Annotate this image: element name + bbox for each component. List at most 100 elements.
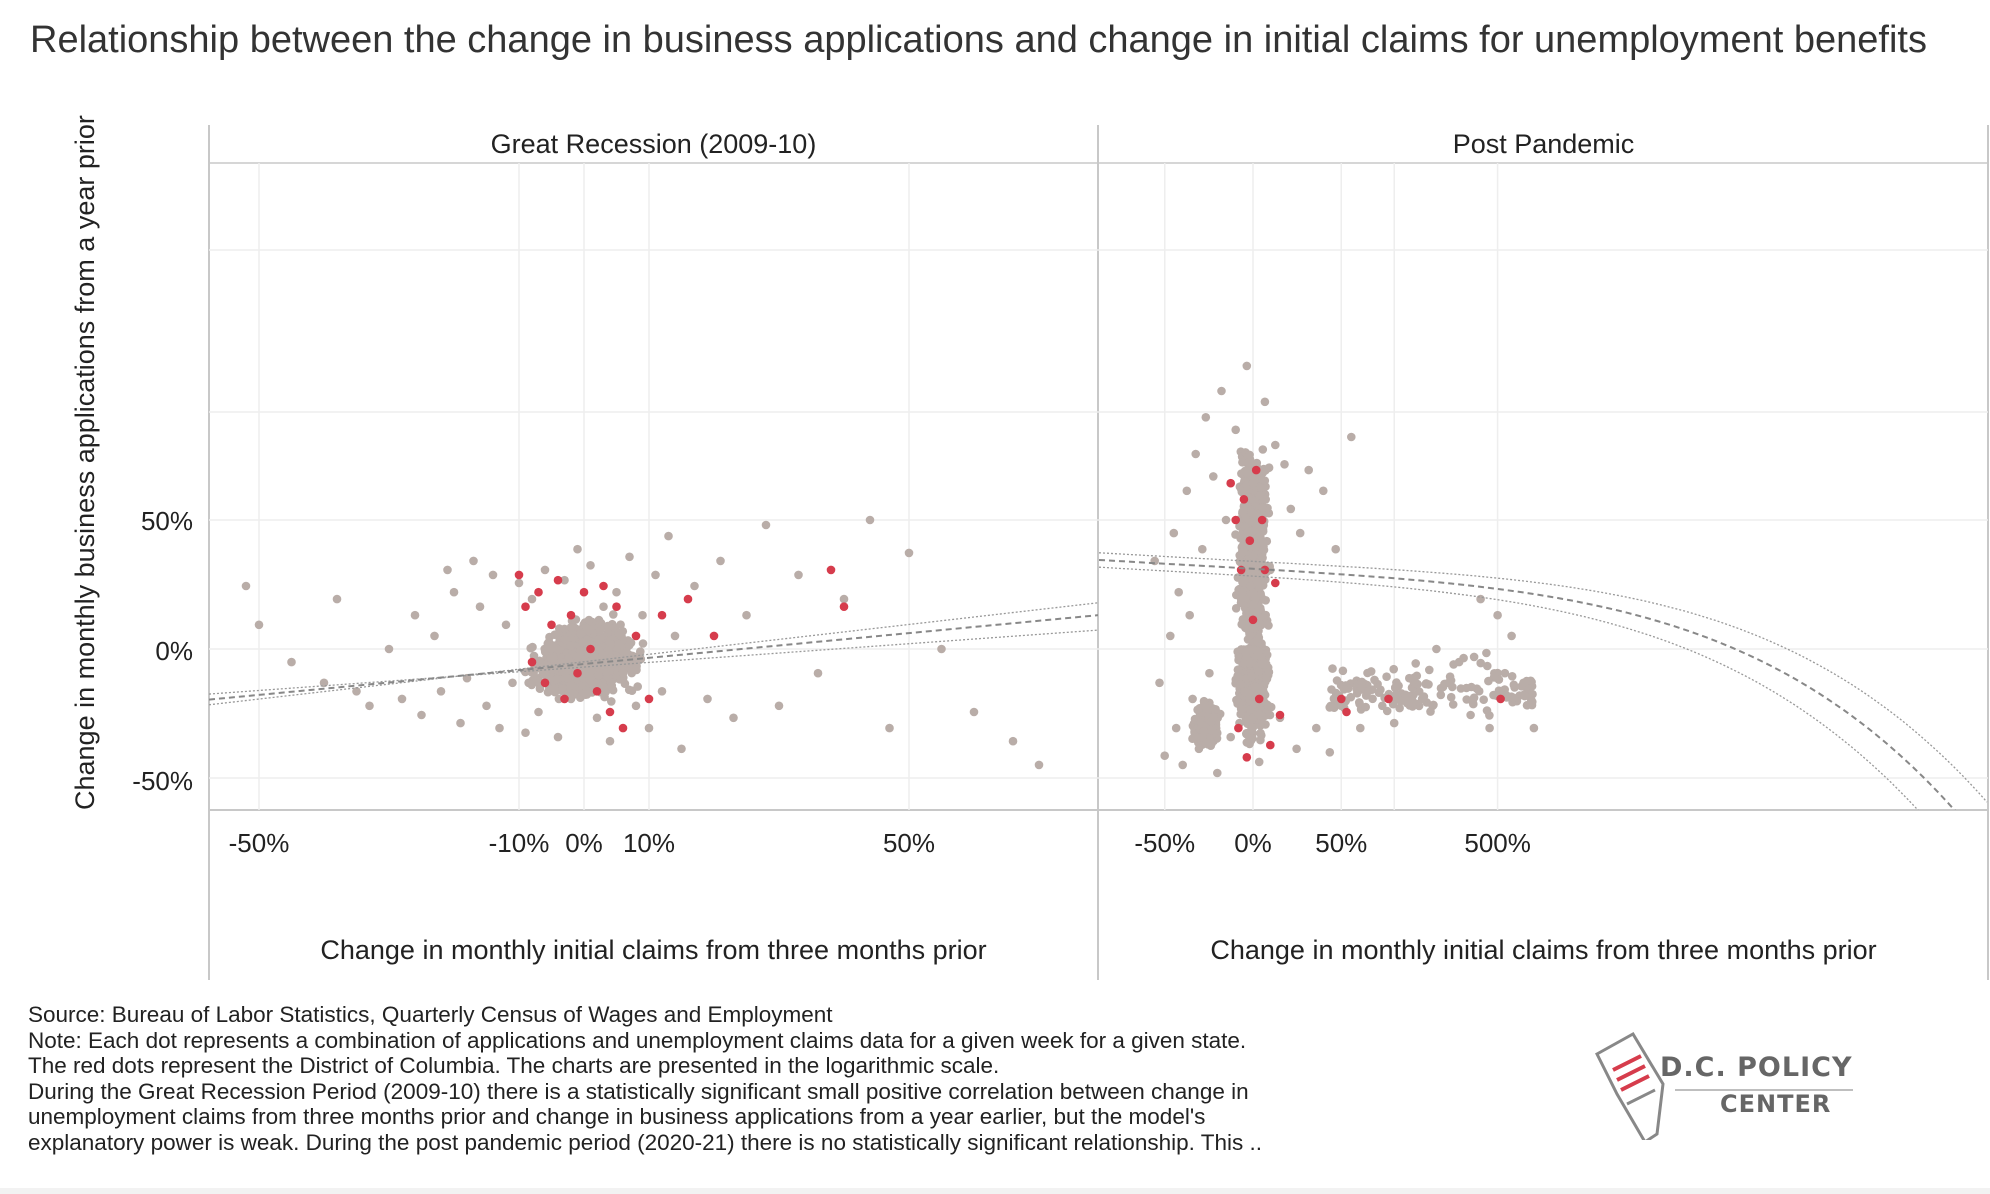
state-dot bbox=[1250, 568, 1259, 577]
state-dot bbox=[579, 688, 589, 698]
state-dot bbox=[1304, 465, 1313, 475]
state-dot bbox=[1482, 648, 1491, 658]
state-dot bbox=[1209, 713, 1218, 722]
state-dot bbox=[670, 631, 680, 641]
x-tick-label: -50% bbox=[1134, 828, 1195, 858]
state-dot bbox=[1476, 658, 1485, 668]
state-dot bbox=[636, 647, 645, 656]
dc-dot bbox=[618, 723, 628, 733]
state-dot bbox=[1338, 666, 1348, 676]
state-dot bbox=[1242, 738, 1252, 747]
state-dot bbox=[566, 623, 576, 632]
state-dot bbox=[1174, 587, 1183, 597]
state-dot bbox=[482, 701, 491, 711]
state-dot bbox=[528, 642, 537, 652]
state-dot bbox=[1370, 675, 1379, 685]
state-dot bbox=[1424, 680, 1433, 689]
state-dot bbox=[1263, 701, 1273, 711]
state-dot bbox=[576, 646, 585, 656]
state-dot bbox=[1519, 678, 1528, 688]
state-dot bbox=[1483, 661, 1492, 671]
state-dot bbox=[562, 667, 572, 676]
state-dot bbox=[1185, 610, 1194, 620]
state-dot bbox=[1250, 682, 1260, 691]
state-dot bbox=[1319, 486, 1328, 496]
state-dot bbox=[449, 587, 459, 597]
state-dot bbox=[1259, 539, 1268, 548]
state-dot bbox=[1389, 718, 1399, 728]
state-dot bbox=[1259, 464, 1268, 474]
state-dot bbox=[397, 694, 407, 704]
state-dot bbox=[573, 544, 582, 554]
state-dot bbox=[1391, 690, 1401, 699]
state-dot bbox=[1462, 683, 1471, 693]
state-dot bbox=[475, 602, 485, 611]
state-dot bbox=[1242, 361, 1252, 371]
state-dot bbox=[1507, 672, 1517, 681]
state-dot bbox=[557, 684, 567, 693]
state-dot bbox=[410, 610, 420, 620]
state-dot bbox=[556, 657, 566, 667]
state-dot bbox=[606, 653, 616, 663]
state-dot bbox=[1374, 688, 1384, 697]
dc-dot bbox=[631, 631, 641, 641]
right-panel-marks bbox=[1150, 361, 1539, 778]
state-dot bbox=[969, 707, 979, 717]
state-dot bbox=[436, 687, 446, 696]
state-dot bbox=[742, 610, 751, 620]
state-dot bbox=[1417, 694, 1427, 704]
state-dot bbox=[664, 531, 673, 541]
state-dot bbox=[609, 610, 618, 619]
dc-dot bbox=[839, 602, 849, 611]
state-dot bbox=[1378, 701, 1387, 711]
state-dot bbox=[1244, 458, 1253, 467]
state-dot bbox=[1363, 668, 1372, 678]
state-dot bbox=[560, 575, 569, 585]
state-dot bbox=[1389, 664, 1398, 674]
state-dot bbox=[618, 668, 628, 678]
state-dot bbox=[1394, 681, 1403, 691]
state-dot bbox=[602, 668, 611, 677]
state-dot bbox=[527, 680, 536, 690]
state-dot bbox=[1264, 667, 1274, 677]
state-dot bbox=[443, 565, 452, 575]
dc-dot bbox=[586, 644, 595, 654]
state-dot bbox=[564, 654, 573, 663]
state-dot bbox=[1479, 695, 1488, 704]
state-dot bbox=[1251, 541, 1260, 550]
state-dot bbox=[1429, 700, 1438, 710]
state-dot bbox=[644, 723, 654, 733]
panel-title-great-recession: Great Recession (2009-10) bbox=[490, 129, 817, 159]
x-tick-label: 500% bbox=[1464, 828, 1531, 858]
state-dot bbox=[638, 639, 648, 648]
x-tick-label: 0% bbox=[565, 828, 603, 858]
x-axis-title-right: Change in monthly initial claims from th… bbox=[1210, 935, 1877, 965]
state-dot bbox=[332, 594, 342, 604]
state-dot bbox=[1248, 600, 1258, 610]
state-dot bbox=[469, 556, 478, 566]
dc-dot bbox=[1234, 723, 1243, 733]
state-dot bbox=[1254, 757, 1264, 767]
state-dot bbox=[594, 615, 604, 625]
state-dot bbox=[1528, 697, 1537, 707]
state-dot bbox=[632, 665, 641, 675]
state-dot bbox=[1368, 694, 1377, 704]
source-note: Source: Bureau of Labor Statistics, Quar… bbox=[28, 1002, 833, 1027]
y-tick-label: 0% bbox=[155, 636, 193, 666]
state-dot bbox=[1198, 544, 1207, 554]
state-dot bbox=[584, 615, 594, 625]
state-dot bbox=[1166, 631, 1175, 641]
state-dot bbox=[1526, 676, 1535, 686]
state-dot bbox=[1395, 703, 1404, 713]
state-dot bbox=[1231, 604, 1241, 613]
state-dot bbox=[1247, 508, 1257, 518]
state-dot bbox=[1248, 588, 1258, 598]
state-dot bbox=[1191, 449, 1200, 459]
dc-dot bbox=[514, 570, 524, 580]
state-dot bbox=[1205, 668, 1214, 678]
dc-dot bbox=[1337, 694, 1346, 704]
state-dot bbox=[1520, 691, 1529, 701]
state-dot bbox=[1500, 668, 1510, 678]
state-dot bbox=[488, 570, 498, 580]
state-dot bbox=[761, 520, 771, 530]
